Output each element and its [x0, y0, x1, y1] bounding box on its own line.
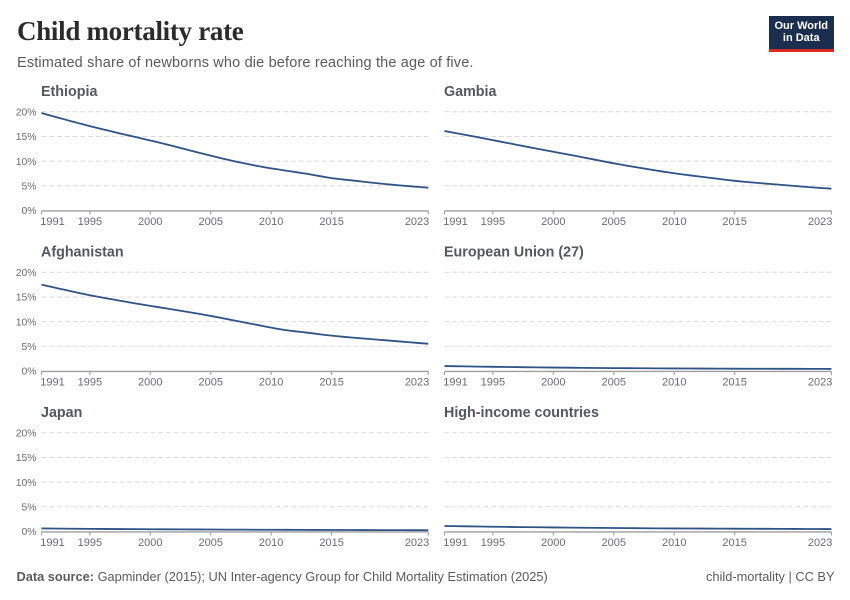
svg-text:2015: 2015 [722, 216, 746, 228]
svg-text:10%: 10% [16, 478, 37, 489]
svg-text:20%: 20% [16, 429, 37, 440]
svg-text:5%: 5% [21, 342, 36, 353]
svg-text:European Union (27): European Union (27) [444, 244, 584, 260]
svg-text:Japan: Japan [41, 405, 82, 421]
svg-text:2023: 2023 [808, 216, 832, 228]
svg-text:High-income countries: High-income countries [444, 405, 599, 421]
svg-text:1991: 1991 [443, 537, 467, 549]
svg-text:Ethiopia: Ethiopia [41, 84, 98, 100]
svg-text:2023: 2023 [405, 216, 429, 228]
svg-text:1991: 1991 [443, 216, 467, 228]
svg-text:1995: 1995 [78, 537, 102, 549]
svg-text:2000: 2000 [138, 216, 162, 228]
svg-text:2005: 2005 [198, 216, 222, 228]
svg-text:2000: 2000 [541, 216, 565, 228]
svg-text:2010: 2010 [662, 377, 686, 389]
svg-text:20%: 20% [16, 268, 37, 279]
svg-text:5%: 5% [21, 181, 36, 192]
svg-text:2005: 2005 [602, 377, 626, 389]
svg-text:2023: 2023 [808, 537, 832, 549]
svg-text:0%: 0% [21, 206, 36, 217]
svg-text:15%: 15% [16, 453, 37, 464]
svg-text:Gambia: Gambia [444, 84, 497, 100]
svg-text:15%: 15% [16, 293, 37, 304]
svg-text:1995: 1995 [481, 377, 505, 389]
svg-text:1995: 1995 [78, 216, 102, 228]
svg-text:0%: 0% [21, 367, 36, 378]
svg-text:2015: 2015 [722, 377, 746, 389]
svg-text:1995: 1995 [78, 377, 102, 389]
svg-text:10%: 10% [16, 157, 37, 168]
svg-text:2010: 2010 [259, 377, 283, 389]
svg-text:2005: 2005 [198, 377, 222, 389]
svg-text:1991: 1991 [40, 377, 64, 389]
svg-text:2010: 2010 [662, 216, 686, 228]
svg-text:1995: 1995 [481, 216, 505, 228]
svg-text:10%: 10% [16, 317, 37, 328]
svg-text:2000: 2000 [138, 537, 162, 549]
svg-text:Afghanistan: Afghanistan [41, 244, 124, 260]
svg-text:2023: 2023 [405, 537, 429, 549]
svg-text:1991: 1991 [40, 216, 64, 228]
svg-text:2015: 2015 [319, 216, 343, 228]
svg-text:1995: 1995 [481, 537, 505, 549]
svg-text:2010: 2010 [662, 537, 686, 549]
svg-text:2005: 2005 [198, 537, 222, 549]
svg-text:1991: 1991 [40, 537, 64, 549]
svg-text:2015: 2015 [722, 537, 746, 549]
svg-text:2005: 2005 [602, 537, 626, 549]
svg-text:2010: 2010 [259, 216, 283, 228]
svg-text:2015: 2015 [319, 377, 343, 389]
svg-text:2005: 2005 [602, 216, 626, 228]
svg-text:2000: 2000 [138, 377, 162, 389]
svg-text:2010: 2010 [259, 537, 283, 549]
svg-text:2015: 2015 [319, 537, 343, 549]
svg-text:5%: 5% [21, 502, 36, 513]
svg-text:2023: 2023 [405, 377, 429, 389]
svg-text:1991: 1991 [443, 377, 467, 389]
svg-text:2000: 2000 [541, 377, 565, 389]
svg-text:2000: 2000 [541, 537, 565, 549]
svg-text:20%: 20% [16, 108, 37, 119]
svg-text:15%: 15% [16, 132, 37, 143]
svg-text:0%: 0% [21, 527, 36, 538]
svg-text:2023: 2023 [808, 377, 832, 389]
